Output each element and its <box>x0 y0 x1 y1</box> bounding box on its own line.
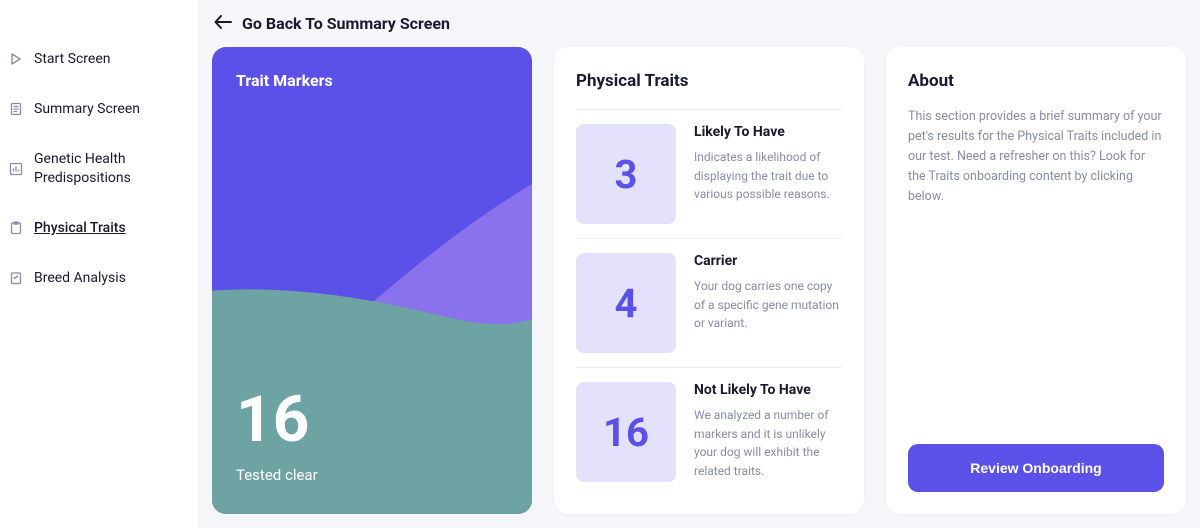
clipboard-icon <box>8 220 24 236</box>
trait-text: Carrier Your dog carries one copy of a s… <box>694 253 842 333</box>
sidebar-item-label: Summary Screen <box>34 100 140 118</box>
physical-traits-card: Physical Traits 3 Likely To Have Indicat… <box>554 47 864 514</box>
play-icon <box>8 51 24 67</box>
trait-card-value: 16 <box>236 388 508 452</box>
sidebar-item-breed-analysis[interactable]: Breed Analysis <box>0 253 198 303</box>
sidebar-item-label: Physical Traits <box>34 219 126 237</box>
trait-row-likely[interactable]: 3 Likely To Have Indicates a likelihood … <box>576 109 842 238</box>
back-link-label: Go Back To Summary Screen <box>242 14 450 33</box>
physical-traits-title: Physical Traits <box>576 71 842 91</box>
trait-desc: Indicates a likelihood of displaying the… <box>694 148 842 204</box>
sidebar-item-label: Breed Analysis <box>34 269 126 287</box>
main-area: Go Back To Summary Screen Trait Markers … <box>198 0 1200 528</box>
trait-desc: We analyzed a number of markers and it i… <box>694 406 842 480</box>
sidebar-item-start-screen[interactable]: Start Screen <box>0 34 198 84</box>
checklist-icon <box>8 270 24 286</box>
trait-title: Likely To Have <box>694 124 842 140</box>
content-row: Trait Markers 16 Tested clear Physical T… <box>212 47 1186 514</box>
trait-row-carrier[interactable]: 4 Carrier Your dog carries one copy of a… <box>576 238 842 367</box>
sidebar-item-label: Start Screen <box>34 50 110 68</box>
sidebar-item-physical-traits[interactable]: Physical Traits <box>0 203 198 253</box>
trait-title: Carrier <box>694 253 842 269</box>
trait-markers-card: Trait Markers 16 Tested clear <box>212 47 532 514</box>
about-body: This section provides a brief summary of… <box>908 107 1164 207</box>
back-link[interactable]: Go Back To Summary Screen <box>212 10 1186 47</box>
trait-text: Not Likely To Have We analyzed a number … <box>694 382 842 480</box>
trait-count: 3 <box>576 124 676 224</box>
chart-icon <box>8 161 24 177</box>
sidebar: Start Screen Summary Screen Genetic Heal… <box>0 0 198 528</box>
review-onboarding-button[interactable]: Review Onboarding <box>908 444 1164 492</box>
about-card: About This section provides a brief summ… <box>886 47 1186 514</box>
sidebar-item-summary-screen[interactable]: Summary Screen <box>0 84 198 134</box>
trait-text: Likely To Have Indicates a likelihood of… <box>694 124 842 204</box>
trait-title: Not Likely To Have <box>694 382 842 398</box>
trait-desc: Your dog carries one copy of a specific … <box>694 277 842 333</box>
trait-count: 16 <box>576 382 676 482</box>
trait-count: 4 <box>576 253 676 353</box>
sidebar-item-label: Genetic Health Predispositions <box>34 150 188 186</box>
trait-row-not-likely[interactable]: 16 Not Likely To Have We analyzed a numb… <box>576 367 842 496</box>
document-icon <box>8 101 24 117</box>
about-title: About <box>908 71 1164 91</box>
trait-card-title: Trait Markers <box>236 71 508 90</box>
sidebar-item-genetic-health[interactable]: Genetic Health Predispositions <box>0 134 198 202</box>
trait-card-caption: Tested clear <box>236 466 508 484</box>
arrow-left-icon <box>214 15 232 33</box>
